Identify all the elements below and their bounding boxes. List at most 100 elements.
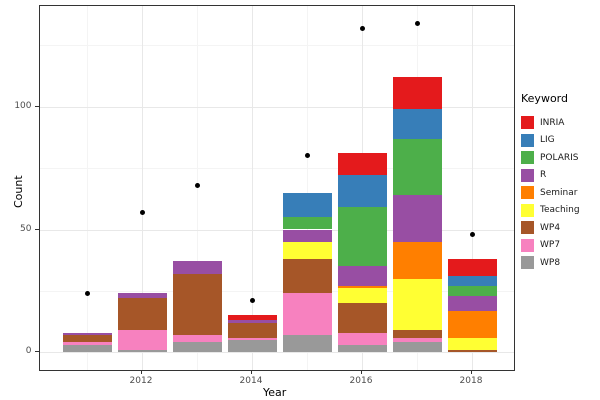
bar-segment-wp4-2014 [227, 322, 277, 338]
y-tick [34, 351, 39, 353]
bar-segment-teaching-2018 [447, 337, 497, 350]
bar-segment-lig-2015 [282, 192, 332, 218]
legend-title: Keyword [521, 92, 568, 105]
y-minor-gridline [39, 45, 514, 47]
x-tick [251, 369, 252, 374]
y-tick [34, 228, 39, 230]
legend-label: INRIA [540, 117, 565, 128]
data-point-2012 [139, 209, 145, 215]
x-minor-gridline [307, 6, 308, 370]
bar-segment-wp4-2012 [117, 298, 167, 331]
bar-segment-inria-2018 [447, 258, 497, 277]
legend-entries: INRIA LIG POLARIS R Seminar Teaching WP4 WP7 WP8 [521, 114, 580, 272]
y-minor-gridline [39, 290, 514, 292]
bar-segment-r-2012 [117, 293, 167, 299]
bar-segment-teaching-2017 [392, 278, 442, 331]
legend-entry-inria: INRIA [521, 114, 580, 132]
legend-key-swatch [521, 133, 534, 147]
legend-label: R [540, 170, 547, 181]
x-tick-label: 2012 [129, 375, 153, 386]
bar-segment-wp7-2011 [62, 342, 112, 345]
bar-segment-wp7-2013 [172, 335, 222, 343]
x-axis-title: Year [263, 386, 287, 399]
data-point-2018 [469, 231, 475, 237]
x-tick-label: 2018 [459, 375, 483, 386]
bar-segment-seminar-2016 [337, 285, 387, 289]
bar-segment-r-2017 [392, 195, 442, 242]
y-tick-label: 100 [14, 100, 32, 111]
data-point-2013 [194, 182, 200, 188]
bar-segment-lig-2017 [392, 109, 442, 139]
legend-entry-wp8: WP8 [521, 254, 580, 272]
x-tick-label: 2014 [239, 375, 263, 386]
legend-key-swatch [521, 256, 534, 270]
x-tick-label: 2016 [349, 375, 373, 386]
y-tick-label: 0 [25, 346, 32, 357]
legend-key-swatch [521, 151, 534, 165]
bar-segment-teaching-2015 [282, 241, 332, 259]
legend-entry-r: R [521, 167, 580, 185]
legend-entry-lig: LIG [521, 132, 580, 150]
bar-segment-wp7-2016 [337, 332, 387, 345]
plot-panel [38, 5, 515, 371]
bar-segment-wp8-2016 [337, 344, 387, 353]
legend-key-swatch [521, 203, 534, 217]
x-minor-gridline [87, 6, 88, 370]
bar-segment-seminar-2018 [447, 310, 497, 338]
data-point-2015 [304, 153, 310, 159]
bar-segment-r-2011 [62, 332, 112, 336]
legend-key-swatch [521, 186, 534, 200]
bar-segment-inria-2014 [227, 315, 277, 321]
bar-segment-polaris-2017 [392, 138, 442, 196]
bar-segment-wp8-2012 [117, 349, 167, 353]
bar-segment-polaris-2015 [282, 217, 332, 230]
legend-label: Teaching [540, 205, 580, 216]
bar-segment-lig-2018 [447, 276, 497, 286]
x-tick [361, 369, 362, 374]
y-major-gridline [39, 229, 514, 231]
bar-segment-polaris-2016 [337, 207, 387, 267]
legend-entry-wp4: WP4 [521, 219, 580, 237]
y-major-gridline [39, 106, 514, 108]
bar-segment-r-2015 [282, 229, 332, 242]
data-point-2017 [414, 20, 420, 26]
legend-key-swatch [521, 238, 534, 252]
x-tick [471, 369, 472, 374]
bar-segment-wp8-2013 [172, 342, 222, 353]
x-tick [141, 369, 142, 374]
legend-label: WP8 [540, 257, 561, 268]
legend-label: LIG [540, 135, 555, 146]
data-point-2016 [359, 25, 365, 31]
bar-segment-wp4-2017 [392, 330, 442, 338]
bar-segment-wp7-2017 [392, 337, 442, 343]
legend: Keyword INRIA LIG POLARIS R Seminar Teaching W… [521, 92, 580, 272]
bar-segment-wp4-2015 [282, 258, 332, 294]
bar-segment-r-2016 [337, 266, 387, 286]
bar-segment-inria-2016 [337, 153, 387, 176]
bar-segment-wp4-2018 [447, 349, 497, 353]
legend-label: POLARIS [540, 152, 579, 163]
bar-segment-inria-2017 [392, 77, 442, 110]
bar-segment-wp8-2011 [62, 344, 112, 353]
y-tick-label: 50 [20, 223, 32, 234]
bar-segment-teaching-2016 [337, 288, 387, 304]
x-major-gridline [142, 6, 143, 370]
data-point-2011 [84, 290, 90, 296]
bar-segment-wp8-2017 [392, 342, 442, 353]
legend-entry-polaris: POLARIS [521, 149, 580, 167]
bar-segment-wp8-2015 [282, 335, 332, 353]
y-tick [34, 105, 39, 107]
y-axis-title: Count [12, 175, 25, 208]
legend-key-swatch [521, 221, 534, 235]
bar-segment-lig-2016 [337, 175, 387, 208]
legend-entry-wp7: WP7 [521, 237, 580, 255]
bar-segment-wp4-2013 [172, 273, 222, 336]
bar-segment-r-2014 [227, 320, 277, 323]
bar-segment-wp7-2015 [282, 293, 332, 336]
legend-label: WP4 [540, 222, 561, 233]
bar-segment-r-2013 [172, 261, 222, 274]
bar-segment-wp7-2014 [227, 337, 277, 341]
bar-segment-polaris-2018 [447, 285, 497, 296]
bar-segment-wp4-2011 [62, 335, 112, 343]
